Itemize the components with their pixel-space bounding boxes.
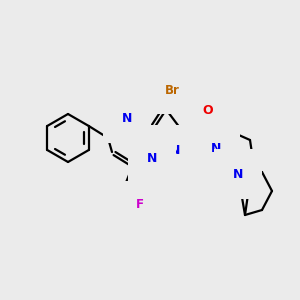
Text: N: N — [233, 167, 243, 181]
Text: F: F — [104, 199, 112, 212]
Text: N: N — [122, 112, 132, 124]
Text: F: F — [136, 199, 144, 212]
Text: N: N — [170, 143, 180, 157]
Text: F: F — [119, 208, 127, 221]
Text: N: N — [147, 152, 157, 164]
Text: O: O — [203, 103, 213, 116]
Text: Br: Br — [165, 83, 179, 97]
Text: N: N — [211, 142, 221, 154]
